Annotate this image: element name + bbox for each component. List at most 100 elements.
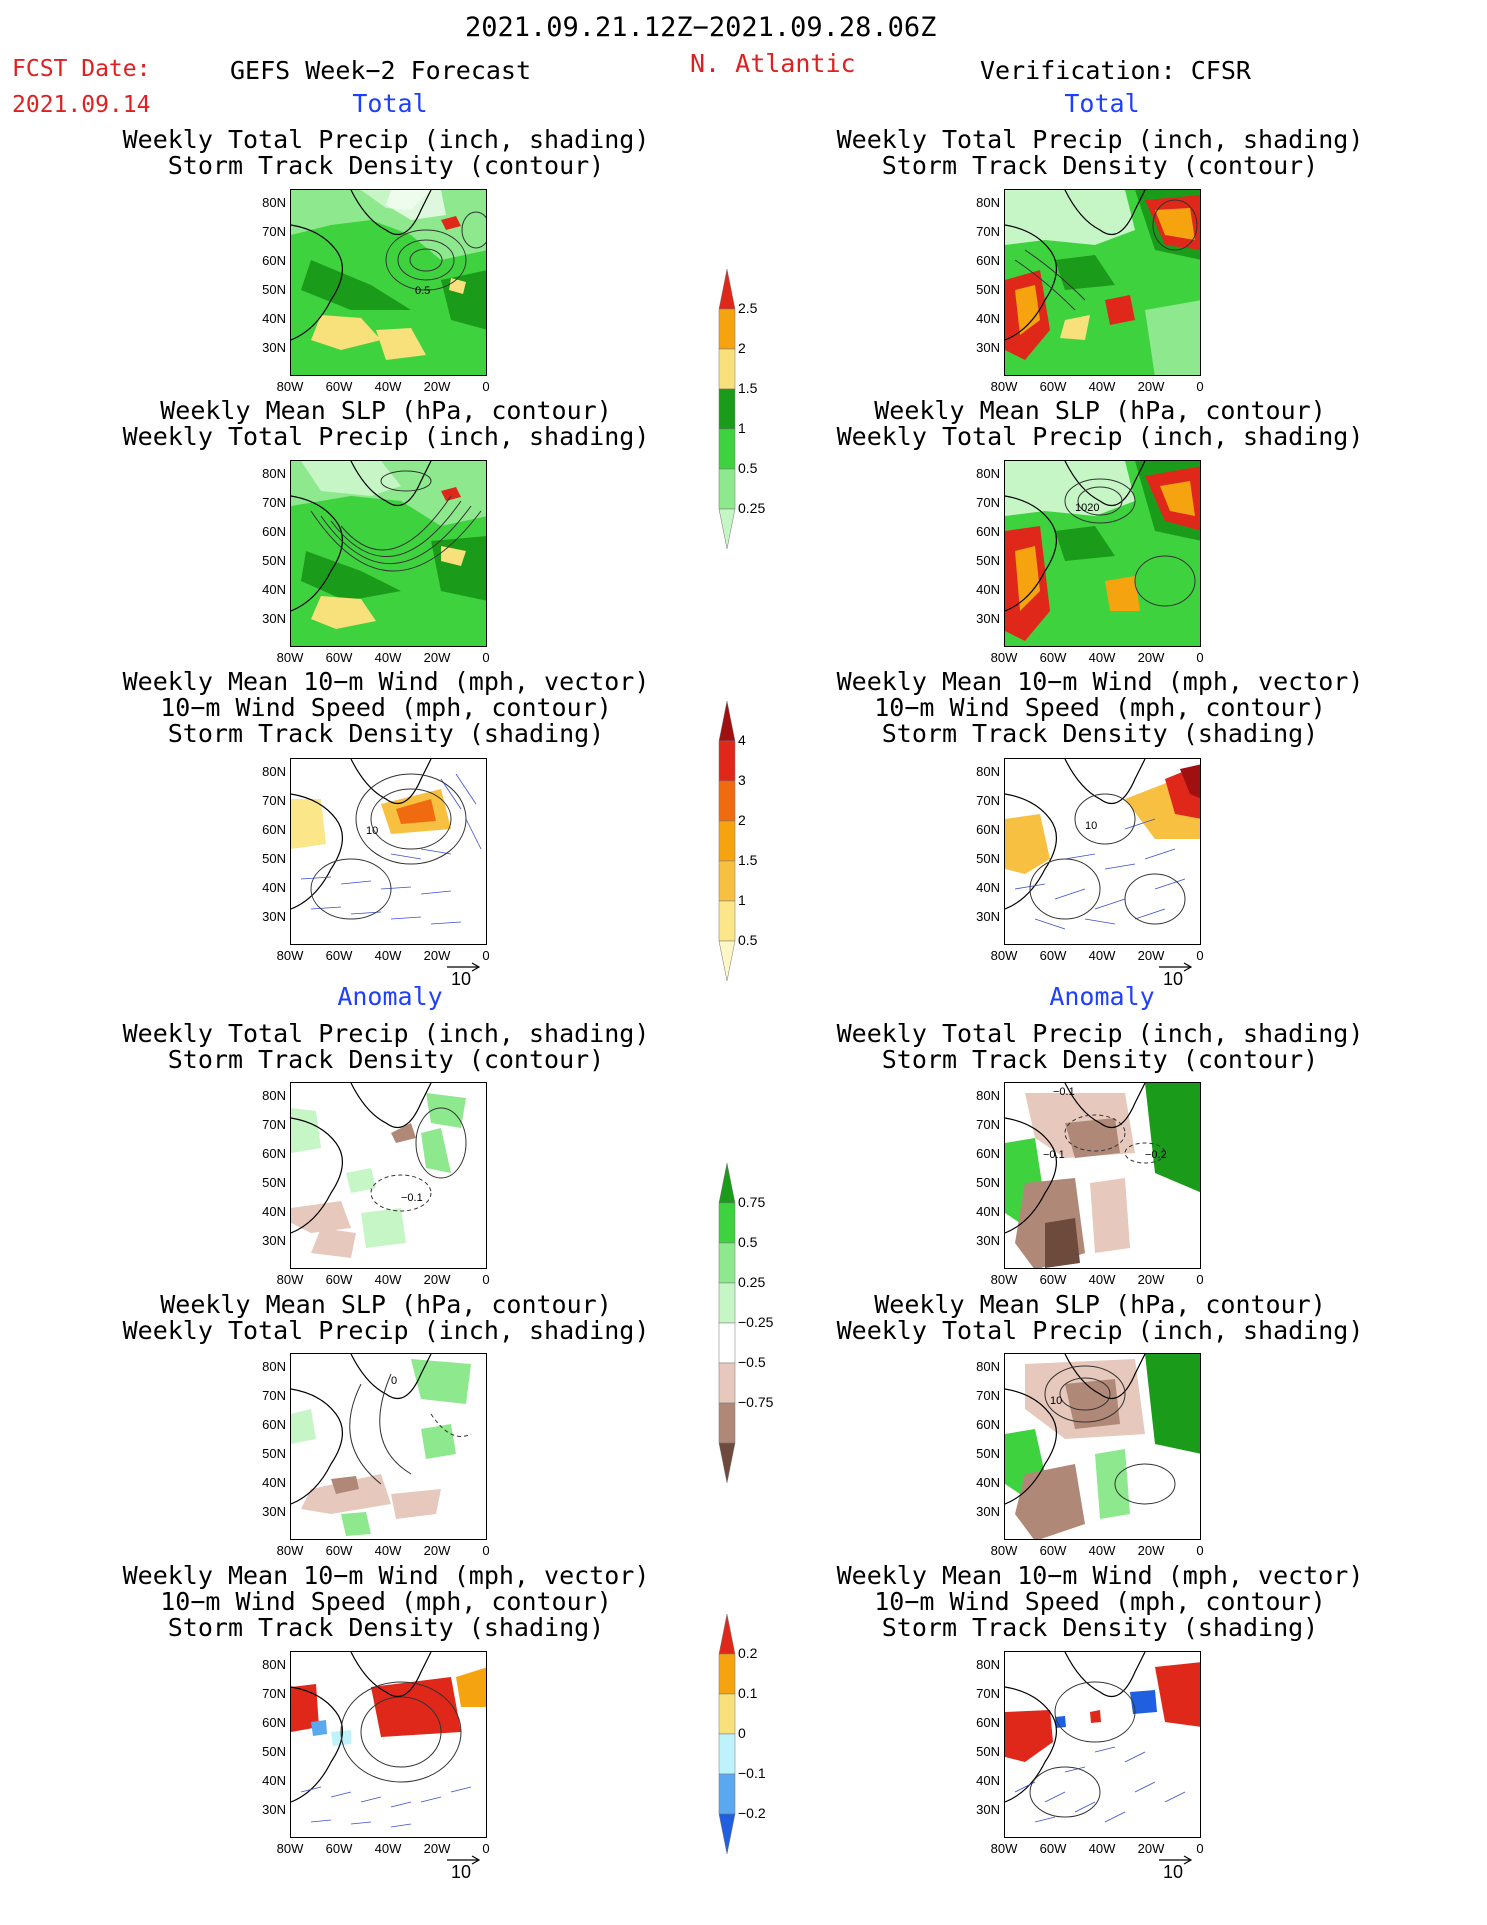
lat-tick-label: 80N	[976, 195, 1000, 210]
title-line: Storm Track Density (shading)	[167, 1613, 605, 1642]
colorbar-swatch	[718, 940, 736, 982]
lon-tick-label: 80W	[990, 1841, 1018, 1856]
colorbar-tick-label: 2.5	[738, 300, 758, 316]
contour-label: 10	[1050, 1395, 1062, 1407]
lat-tick-label: 30N	[262, 1233, 286, 1248]
colorbar-swatch	[718, 1693, 736, 1735]
lon-tick-label: 40W	[374, 1841, 402, 1856]
lon-tick-label: 80W	[276, 379, 304, 394]
lat-tick-label: 70N	[976, 793, 1000, 808]
lat-tick-label: 50N	[262, 553, 286, 568]
lat-tick-label: 50N	[976, 1446, 1000, 1461]
section-total-left: Total	[352, 89, 428, 118]
lat-tick-label: 40N	[262, 1773, 286, 1788]
title-line: Storm Track Density (shading)	[881, 1613, 1319, 1642]
lon-tick-label: 60W	[1039, 948, 1067, 963]
lat-tick-label: 70N	[976, 495, 1000, 510]
contour-label: −0.1	[1053, 1086, 1075, 1098]
panel-title: Weekly Total Precip (inch, shading) Storm…	[106, 127, 666, 179]
lat-tick-label: 40N	[976, 582, 1000, 597]
title-line: Weekly Total Precip (inch, shading)	[122, 422, 650, 451]
lat-tick-label: 60N	[976, 1715, 1000, 1730]
lon-tick-label: 80W	[276, 1543, 304, 1558]
colorbar-swatch	[718, 1733, 736, 1775]
lat-tick-label: 70N	[976, 1117, 1000, 1132]
lon-tick-label: 0	[1196, 1272, 1204, 1287]
map-precip-total-forecast: 0.5	[290, 189, 487, 376]
lat-tick-label: 50N	[976, 1175, 1000, 1190]
lon-tick-label: 60W	[325, 948, 353, 963]
map-precip-anomaly-forecast: −0.1	[290, 1082, 487, 1269]
lat-tick-label: 30N	[976, 1233, 1000, 1248]
lat-tick-label: 80N	[976, 1657, 1000, 1672]
vector-reference: 10	[446, 958, 482, 988]
lon-tick-label: 80W	[990, 650, 1018, 665]
colorbar-tick-label: 0.75	[738, 1194, 766, 1210]
section-anomaly-right: Anomaly	[1049, 982, 1155, 1011]
lat-tick-label: 60N	[262, 1715, 286, 1730]
vector-reference-label: 10	[1163, 969, 1184, 989]
lat-tick-label: 40N	[976, 311, 1000, 326]
colorbar-tick-label: 1.5	[738, 380, 758, 396]
colorbar-tick-label: 2	[738, 340, 746, 356]
panel-title: Weekly Mean 10−m Wind (mph, vector) 10−m …	[106, 669, 666, 747]
lat-tick-label: 70N	[976, 224, 1000, 239]
lat-tick-label: 60N	[976, 524, 1000, 539]
lat-tick-label: 80N	[262, 1359, 286, 1374]
colorbar-graphic	[718, 268, 736, 550]
contour-label: −0.1	[1043, 1149, 1065, 1161]
lat-tick-label: 80N	[976, 1359, 1000, 1374]
lon-tick-label: 40W	[1088, 1272, 1116, 1287]
colorbar-swatch	[718, 860, 736, 902]
lat-tick-label: 50N	[262, 1744, 286, 1759]
lat-tick-label: 60N	[262, 1417, 286, 1432]
colorbar-swatch	[718, 1202, 736, 1244]
lat-tick-label: 30N	[976, 1802, 1000, 1817]
panel-title: Weekly Mean SLP (hPa, contour) Weekly Tot…	[820, 1292, 1380, 1344]
colorbar-swatch	[718, 1613, 736, 1655]
lat-tick-label: 80N	[262, 195, 286, 210]
lon-tick-label: 20W	[1137, 1841, 1165, 1856]
lat-tick-label: 60N	[262, 524, 286, 539]
lat-tick-label: 70N	[262, 495, 286, 510]
vector-reference-label: 10	[451, 969, 472, 989]
lat-tick-label: 30N	[262, 1802, 286, 1817]
lat-tick-label: 70N	[262, 793, 286, 808]
lat-tick-label: 30N	[976, 1504, 1000, 1519]
panel-title: Weekly Mean 10−m Wind (mph, vector) 10−m …	[820, 669, 1380, 747]
lon-tick-label: 0	[1196, 948, 1204, 963]
title-line: Weekly Mean 10−m Wind (mph, vector)	[122, 667, 650, 696]
lon-tick-label: 0	[1196, 379, 1204, 394]
lon-tick-label: 80W	[276, 948, 304, 963]
lat-tick-label: 40N	[976, 1773, 1000, 1788]
lon-tick-label: 60W	[1039, 379, 1067, 394]
lat-tick-label: 50N	[262, 282, 286, 297]
colorbar-swatch	[718, 1653, 736, 1695]
lat-tick-label: 50N	[976, 282, 1000, 297]
lat-tick-label: 30N	[976, 340, 1000, 355]
lat-tick-label: 60N	[976, 1417, 1000, 1432]
lat-tick-label: 30N	[976, 611, 1000, 626]
title-line: Storm Track Density (shading)	[167, 719, 605, 748]
lat-tick-label: 50N	[976, 1744, 1000, 1759]
right-column-title: Verification: CFSR	[980, 56, 1251, 85]
title-line: Weekly Mean SLP (hPa, contour)	[874, 396, 1326, 425]
map-wind-forecast: 10	[290, 758, 487, 945]
colorbar-swatch	[718, 468, 736, 510]
title-line: Weekly Mean SLP (hPa, contour)	[160, 1290, 612, 1319]
colorbar-tick-label: 0	[738, 1725, 746, 1741]
left-column-title: GEFS Week−2 Forecast	[230, 56, 532, 85]
lon-tick-label: 60W	[325, 1272, 353, 1287]
colorbar-tick-label: 1	[738, 892, 746, 908]
title-line: Weekly Total Precip (inch, shading)	[122, 1316, 650, 1345]
lat-tick-label: 60N	[976, 253, 1000, 268]
colorbar-tick-label: 2	[738, 812, 746, 828]
lon-tick-label: 0	[482, 1841, 490, 1856]
lon-tick-label: 0	[482, 650, 490, 665]
lon-tick-label: 0	[482, 1543, 490, 1558]
contour-label: 0.5	[415, 285, 430, 297]
date-range-title: 2021.09.21.12Z−2021.09.28.06Z	[465, 12, 937, 43]
lon-tick-label: 20W	[423, 379, 451, 394]
lon-tick-label: 40W	[374, 650, 402, 665]
title-line: Weekly Mean 10−m Wind (mph, vector)	[836, 667, 1364, 696]
